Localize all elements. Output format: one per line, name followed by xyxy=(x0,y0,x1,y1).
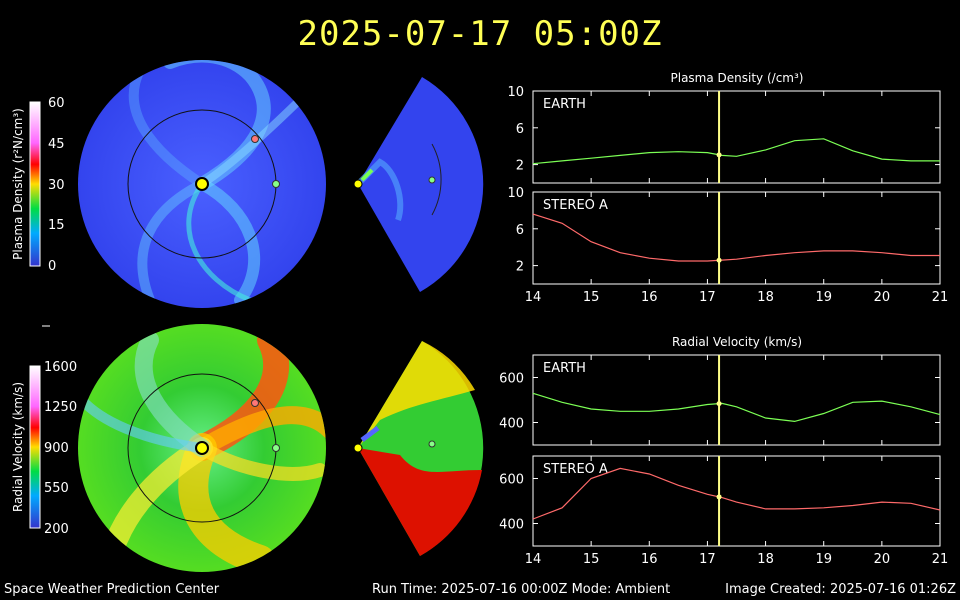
density-meridional-wedge xyxy=(353,77,484,292)
velocity-colorbar: 1600 1250 900 550 200 Radial Velocity (k… xyxy=(11,360,77,537)
density-timeseries-title: Plasma Density (/cm³) xyxy=(671,71,804,85)
sun-marker xyxy=(195,177,209,191)
panel-label: EARTH xyxy=(543,361,586,376)
series-line xyxy=(532,213,940,262)
y-tick-label: 10 xyxy=(507,85,524,100)
footer-image-created: Image Created: 2025-07-16 01:26Z xyxy=(725,582,956,597)
x-tick-label: 18 xyxy=(757,290,774,305)
current-value-point xyxy=(716,401,722,407)
series-line xyxy=(532,467,941,520)
earth-marker xyxy=(272,180,280,188)
y-tick-label: 600 xyxy=(499,372,524,387)
velocity-timeseries-title: Radial Velocity (km/s) xyxy=(672,335,802,349)
x-tick-label: 16 xyxy=(641,552,658,567)
stereo-a-marker xyxy=(251,135,259,143)
y-tick-label: 6 xyxy=(516,223,524,238)
density-ecliptic-map xyxy=(78,60,326,308)
x-tick-label: 15 xyxy=(583,290,600,305)
plot-frame xyxy=(532,354,941,446)
panel-label: STEREO A xyxy=(543,198,608,213)
earth-marker-lower xyxy=(272,444,280,452)
density-tick-2: 30 xyxy=(48,178,65,193)
sun-marker-lower xyxy=(195,441,209,455)
current-value-point xyxy=(716,494,722,500)
plot-frame xyxy=(532,455,941,547)
velocity-tick-3: 550 xyxy=(44,481,69,496)
y-tick-label: 2 xyxy=(516,159,524,174)
y-tick-label: 600 xyxy=(499,473,524,488)
x-tick-label: 15 xyxy=(583,552,600,567)
y-tick-label: 6 xyxy=(516,122,524,137)
plot-frame xyxy=(532,191,941,285)
velocity-tick-1: 1250 xyxy=(44,400,77,415)
velocity-tick-0: 1600 xyxy=(44,360,77,375)
x-tick-label: 17 xyxy=(699,552,716,567)
y-tick-label: 10 xyxy=(507,186,524,201)
density-colorbar: 60 45 30 15 0 Plasma Density (r²N/cm³) xyxy=(11,96,65,274)
x-tick-label: 19 xyxy=(815,552,832,567)
y-tick-label: 400 xyxy=(499,417,524,432)
velocity-tick-4: 200 xyxy=(44,522,69,537)
timeseries-charts: 2 6 10 EARTH 2 6 10 14 15 16 17 18 19 20 21 STEREO A 400… xyxy=(499,85,948,567)
x-tick-label: 14 xyxy=(525,552,542,567)
velocity-colorbar-label: Radial Velocity (km/s) xyxy=(11,382,25,512)
x-tick-label: 20 xyxy=(874,290,891,305)
x-tick-label: 17 xyxy=(699,290,716,305)
density-colorbar-label: Plasma Density (r²N/cm³) xyxy=(11,108,25,260)
current-value-point xyxy=(716,152,722,158)
x-tick-label: 19 xyxy=(815,290,832,305)
footer-organization: Space Weather Prediction Center xyxy=(4,582,220,597)
density-tick-4: 0 xyxy=(48,259,56,274)
velocity-ecliptic-map xyxy=(78,324,326,572)
density-tick-3: 15 xyxy=(48,218,65,233)
timestamp-title: 2025-07-17 05:00Z xyxy=(297,14,663,54)
velocity-colorbar-gradient xyxy=(29,365,41,529)
y-tick-label: 2 xyxy=(516,260,524,275)
velocity-meridional-wedge xyxy=(353,341,484,556)
density-colorbar-gradient xyxy=(29,101,41,267)
y-tick-label: 400 xyxy=(499,518,524,533)
x-tick-label: 16 xyxy=(641,290,658,305)
x-tick-label: 21 xyxy=(932,290,949,305)
current-value-point xyxy=(716,257,722,263)
density-tick-1: 45 xyxy=(48,137,65,152)
panel-label: STEREO A xyxy=(543,462,608,477)
series-line xyxy=(532,392,941,423)
velocity-tick-2: 900 xyxy=(44,441,69,456)
x-tick-label: 21 xyxy=(932,552,949,567)
panel-label: EARTH xyxy=(543,97,586,112)
footer-run-time: Run Time: 2025-07-16 00:00Z Mode: Ambien… xyxy=(372,582,671,597)
x-tick-label: 20 xyxy=(874,552,891,567)
x-tick-label: 14 xyxy=(525,290,542,305)
stereo-a-marker-lower xyxy=(251,399,259,407)
density-tick-0: 60 xyxy=(48,96,65,111)
plot-frame xyxy=(532,90,941,184)
x-tick-label: 18 xyxy=(757,552,774,567)
series-line xyxy=(532,138,940,165)
